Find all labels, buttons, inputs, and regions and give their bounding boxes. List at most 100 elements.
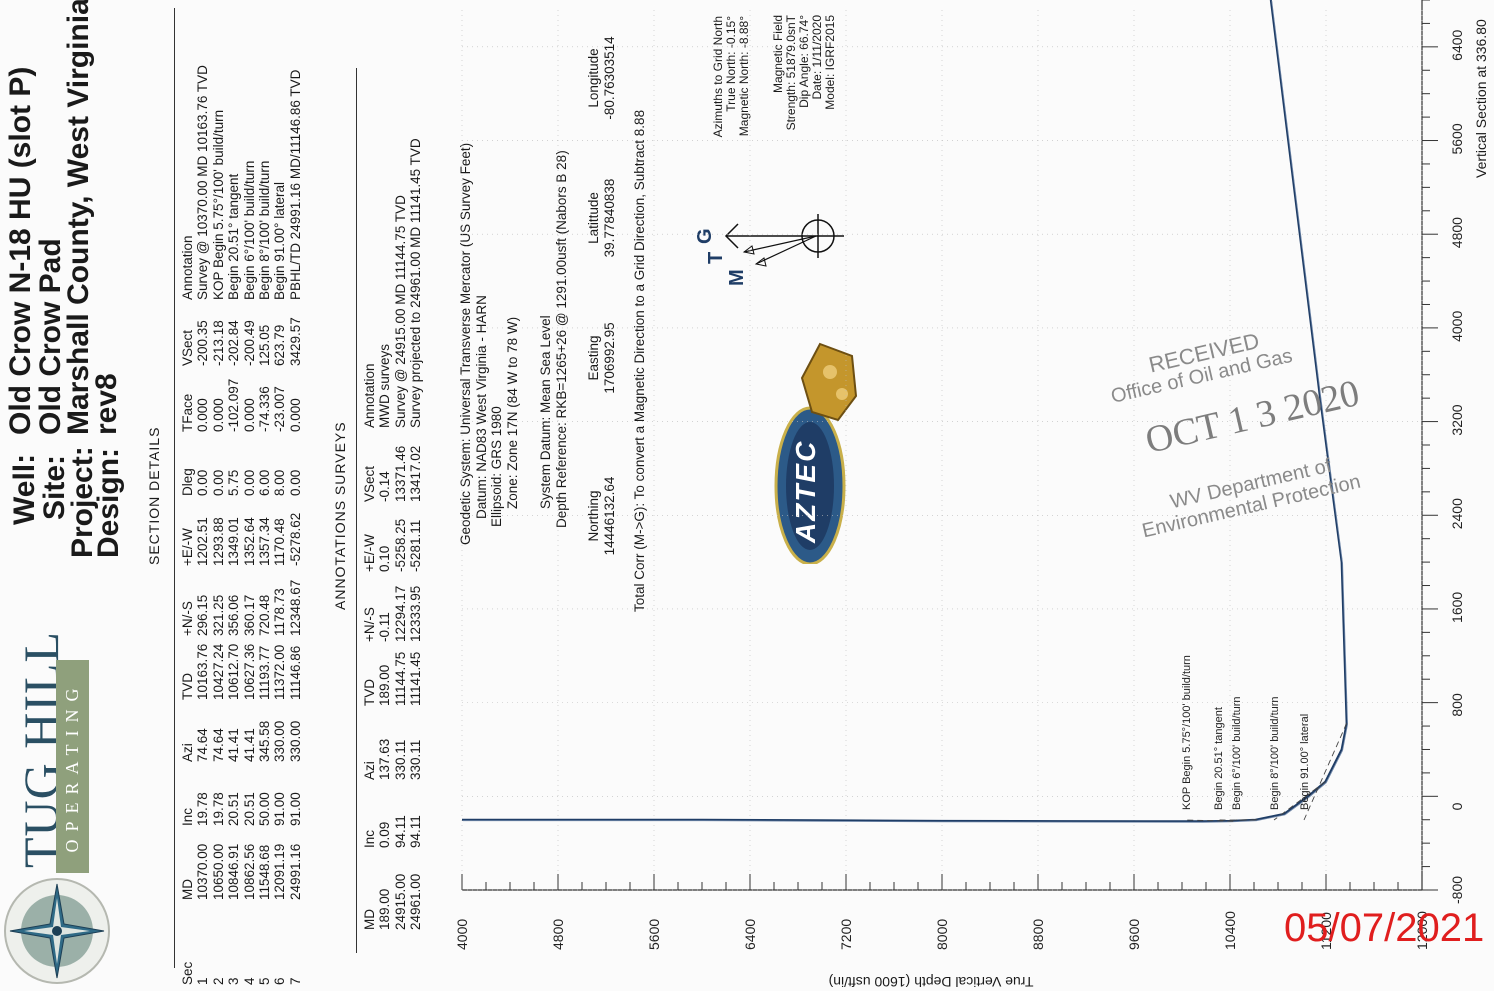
true-north-label: T — [705, 251, 727, 264]
tvd-tick-label: 7200 — [838, 919, 854, 950]
ann-cell: 12294.17 — [392, 585, 408, 642]
ann-header: TVD — [362, 679, 377, 706]
tvd-tick-label: 9600 — [1126, 919, 1142, 950]
sec-cell: 0.00 — [241, 469, 257, 496]
sec-cell: 4 — [241, 977, 257, 985]
ann-header: VSect — [362, 465, 377, 502]
ann-cell: 11141.45 — [408, 651, 424, 706]
sec-cell: 1357.34 — [256, 517, 272, 566]
ann-col-md: MD 189.00 24915.00 24961.00 — [362, 874, 424, 930]
sec-col-sec: Sec 1 2 3 4 5 6 7 — [180, 962, 303, 985]
annotation-leader — [1303, 723, 1348, 821]
sec-cell: 330.00 — [287, 720, 303, 762]
annotation-label: Begin 20.51° tangent — [1213, 707, 1225, 810]
ann-header: Inc — [362, 829, 377, 848]
sec-cell: 0.000 — [210, 398, 226, 432]
sec-header: +N/-S — [180, 601, 195, 636]
sec-cell: 7 — [287, 977, 303, 985]
company-seal-icon — [4, 878, 110, 984]
annotation-label: Begin 8°/100' build/turn — [1269, 696, 1281, 810]
annotation-label: KOP Begin 5.75°/100' build/turn — [1181, 655, 1193, 810]
annotation-leader — [1273, 781, 1326, 821]
project-name: Marshall County, West Virginia. — [62, 0, 95, 435]
longitude-block: Longitude -80.76303514 — [586, 36, 617, 120]
sec-cell: 19.78 — [195, 792, 211, 826]
ann-cell: 94.11 — [392, 815, 408, 848]
sec-cell: 330.00 — [272, 720, 288, 762]
sec-cell: 74.64 — [210, 728, 226, 762]
sec-cell: 360.17 — [241, 594, 257, 636]
sec-cell: -200.49 — [241, 320, 257, 366]
vsect-tick-label: 4800 — [1449, 217, 1465, 248]
sec-cell: 1352.64 — [241, 517, 257, 566]
ann-cell: 0.10 — [377, 545, 393, 572]
sec-cell: 11372.00 — [272, 644, 288, 700]
sec-col-dleg: Dleg 0.00 0.00 5.75 0.00 6.00 8.00 0.00 — [180, 468, 303, 496]
sec-cell: 0.00 — [195, 469, 211, 496]
ann-cell: 137.63 — [377, 738, 393, 780]
north-arrow-icon — [724, 214, 844, 267]
tvd-tick-label: 5600 — [646, 919, 662, 950]
sec-cell: 321.25 — [210, 594, 226, 636]
sec-cell: 0.000 — [241, 398, 257, 432]
ann-cell: Survey @ 24915.00 MD 11144.75 TVD — [392, 195, 408, 428]
sec-cell: 345.58 — [256, 720, 272, 762]
sec-cell: 10627.36 — [241, 643, 257, 700]
sec-cell: 50.00 — [256, 792, 272, 826]
brand-badge-text: AZTEC — [790, 439, 821, 543]
vsect-tick-label: 3200 — [1449, 404, 1465, 435]
ann-col-annotation: Annotation MWD surveys Survey @ 24915.00 M… — [362, 138, 424, 428]
sec-cell: 0.00 — [210, 469, 226, 496]
total-correction: Total Corr (M->G): To convert a Magnetic… — [632, 109, 647, 612]
sec-cell: 1349.01 — [226, 517, 242, 566]
sec-header: Annotation — [180, 235, 195, 300]
sec-header: Dleg — [180, 468, 195, 496]
sec-header: Sec — [180, 961, 195, 985]
magnetic-field-block: Magnetic Field Strength: 51879.0snT Dip … — [771, 15, 837, 131]
sec-cell: 1 — [195, 977, 211, 985]
sec-cell: 10163.76 — [195, 643, 211, 700]
magnetic-north-label: M — [726, 269, 748, 286]
ann-cell: 13371.46 — [392, 445, 408, 502]
ann-cell: Survey projected to 24961.00 MD 11141.45… — [408, 138, 424, 428]
northing-block: Northing 14446132.64 — [586, 476, 617, 556]
sec-col-annotation: Annotation Survey @ 10370.00 MD 10163.76 … — [180, 65, 303, 300]
annotation-label: Begin 6°/100' build/turn — [1231, 696, 1243, 810]
well-name: Old Crow N-18 HU (slot P) — [4, 66, 37, 435]
sec-cell: 11548.68 — [256, 844, 272, 900]
ann-cell: 11144.75 — [392, 651, 408, 706]
ann-cell: 189.00 — [377, 888, 393, 930]
geodetic-block: Geodetic System: Universal Transverse Me… — [458, 142, 520, 545]
grid-north-label: G — [694, 228, 716, 244]
sec-cell: 11146.86 — [287, 645, 303, 700]
tvd-tick-label: 8800 — [1030, 919, 1046, 950]
sec-header: TFace — [180, 393, 195, 432]
company-logo-sub: OPERATING — [56, 660, 89, 873]
sec-cell: 10427.24 — [210, 643, 226, 700]
sec-cell: 20.51 — [226, 792, 242, 826]
easting-block: Easting 1706992.95 — [586, 322, 617, 394]
vsect-tick-label: 6400 — [1449, 29, 1465, 60]
y-axis-title: True Vertical Depth (1600 usft/in) — [828, 974, 1034, 990]
ann-cell: 0.09 — [377, 821, 393, 848]
sec-cell: 5 — [256, 977, 272, 985]
sec-cell: 11193.77 — [256, 645, 272, 700]
ann-cell: 189.00 — [377, 664, 393, 706]
ann-cell: -5281.11 — [408, 519, 424, 572]
sec-cell: 12348.67 — [287, 579, 303, 636]
ann-cell: -0.14 — [377, 471, 393, 502]
sec-cell: 623.79 — [272, 324, 288, 366]
sec-header: MD — [180, 879, 195, 900]
tvd-tick-label: 8000 — [934, 919, 950, 950]
sec-cell: 91.00 — [272, 792, 288, 826]
sec-cell: 0.000 — [287, 398, 303, 432]
sec-cell: PBHL/TD 24991.16 MD/11146.86 TVD — [287, 69, 303, 300]
annotations-rule — [356, 68, 357, 953]
sec-cell: 356.06 — [226, 594, 242, 636]
sec-cell: -202.84 — [226, 320, 242, 366]
sec-cell: 8.00 — [272, 469, 288, 496]
vsect-tick-label: 4000 — [1449, 311, 1465, 342]
vsect-tick-label: 0 — [1449, 802, 1465, 810]
received-stamp: RECEIVED Office of Oil and Gas OCT 1 3 2… — [1088, 299, 1432, 591]
x-axis-title: Vertical Section at 336.80 — [1473, 19, 1489, 178]
